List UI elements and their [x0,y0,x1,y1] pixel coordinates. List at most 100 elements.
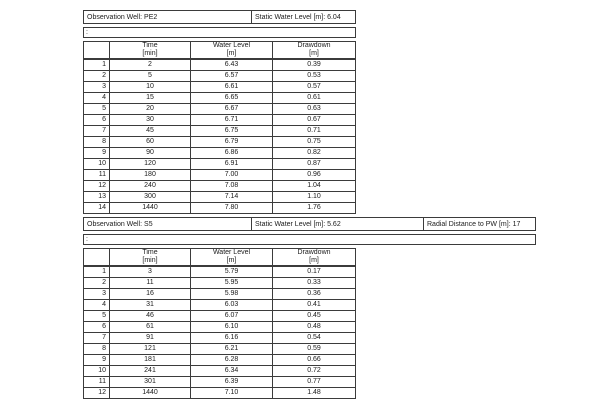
value-cell: 46 [109,310,191,322]
value-cell: 121 [109,343,191,355]
value-cell: 0.59 [272,343,356,355]
water-level-column-header: Water Level [m] [190,248,273,267]
value-cell: 2 [109,58,191,71]
table-row: 9 181 6.28 0.66 [83,354,356,366]
table-row: 14 1440 7.80 1.76 [83,202,356,214]
value-cell: 6.21 [190,343,273,355]
value-cell: 0.87 [272,158,356,170]
value-cell: 15 [109,92,191,104]
comment-row: : [83,27,356,38]
value-cell: 91 [109,332,191,344]
value-cell: 0.54 [272,332,356,344]
pumping-test-report: Observation Well: PE2 Static Water Level… [83,10,536,402]
value-cell: 0.66 [272,354,356,366]
value-cell: 0.72 [272,365,356,377]
row-number-cell: 3 [83,81,110,93]
value-cell: 1.10 [272,191,356,203]
value-cell: 0.45 [272,310,356,322]
comment-row: : [83,234,536,245]
value-cell: 5.79 [190,265,273,278]
row-number-cell: 5 [83,310,110,322]
table-row: 4 15 6.65 0.61 [83,92,356,104]
value-cell: 10 [109,81,191,93]
value-cell: 1.76 [272,202,356,214]
value-cell: 1440 [109,387,191,399]
value-cell: 60 [109,136,191,148]
value-cell: 6.34 [190,365,273,377]
static-water-level-label: Static Water Level [m]: 5.62 [251,217,424,231]
value-cell: 6.86 [190,147,273,159]
value-cell: 0.48 [272,321,356,333]
value-cell: 0.82 [272,147,356,159]
value-cell: 241 [109,365,191,377]
value-cell: 61 [109,321,191,333]
table-row: 7 91 6.16 0.54 [83,332,356,344]
value-cell: 0.57 [272,81,356,93]
value-cell: 0.96 [272,169,356,181]
observation-well-label: Observation Well: PE2 [83,10,252,24]
water-level-column-header: Water Level [m] [190,41,273,60]
value-cell: 6.65 [190,92,273,104]
row-number-column-header [83,41,110,60]
value-cell: 7.10 [190,387,273,399]
value-cell: 6.16 [190,332,273,344]
value-cell: 0.33 [272,277,356,289]
value-cell: 6.10 [190,321,273,333]
row-number-cell: 10 [83,365,110,377]
row-number-cell: 12 [83,387,110,399]
comment-cell: : [83,27,356,38]
row-number-cell: 13 [83,191,110,203]
value-cell: 6.43 [190,58,273,71]
table-row: 8 60 6.79 0.75 [83,136,356,148]
observation-well-section-pe2: Observation Well: PE2 Static Water Level… [83,10,536,214]
row-number-cell: 2 [83,277,110,289]
value-cell: 6.75 [190,125,273,137]
value-cell: 1440 [109,202,191,214]
value-cell: 5 [109,70,191,82]
value-cell: 6.57 [190,70,273,82]
value-cell: 7.00 [190,169,273,181]
table-row: 13 300 7.14 1.10 [83,191,356,203]
value-cell: 6.91 [190,158,273,170]
value-cell: 31 [109,299,191,311]
value-cell: 7.14 [190,191,273,203]
value-cell: 6.03 [190,299,273,311]
row-number-cell: 9 [83,147,110,159]
value-cell: 6.61 [190,81,273,93]
row-number-column-header [83,248,110,267]
value-cell: 6.71 [190,114,273,126]
value-cell: 45 [109,125,191,137]
value-cell: 0.61 [272,92,356,104]
value-cell: 240 [109,180,191,192]
table-row: 12 1440 7.10 1.48 [83,387,356,399]
table-row: 11 301 6.39 0.77 [83,376,356,388]
value-cell: 0.67 [272,114,356,126]
value-cell: 6.79 [190,136,273,148]
table-row: 3 10 6.61 0.57 [83,81,356,93]
table-row: 8 121 6.21 0.59 [83,343,356,355]
row-number-cell: 8 [83,343,110,355]
drawdown-column-header: Drawdown [m] [272,41,356,60]
measurements-table-pe2: Time [min] Water Level [m] Drawdown [m] … [83,41,356,214]
value-cell: 6.07 [190,310,273,322]
row-number-cell: 3 [83,288,110,300]
time-column-header: Time [min] [109,248,191,267]
table-row: 11 180 7.00 0.96 [83,169,356,181]
row-number-cell: 1 [83,265,110,278]
table-row: 12 240 7.08 1.04 [83,180,356,192]
row-number-cell: 1 [83,58,110,71]
value-cell: 0.77 [272,376,356,388]
row-number-cell: 4 [83,92,110,104]
table-row: 10 120 6.91 0.87 [83,158,356,170]
value-cell: 6.67 [190,103,273,115]
value-cell: 0.36 [272,288,356,300]
table-row: 10 241 6.34 0.72 [83,365,356,377]
row-number-cell: 7 [83,332,110,344]
observation-well-label: Observation Well: S5 [83,217,252,231]
table-row: 6 61 6.10 0.48 [83,321,356,333]
table-row: 2 5 6.57 0.53 [83,70,356,82]
value-cell: 0.71 [272,125,356,137]
row-number-cell: 8 [83,136,110,148]
value-cell: 120 [109,158,191,170]
column-header-row: Time [min] Water Level [m] Drawdown [m] [83,41,356,60]
